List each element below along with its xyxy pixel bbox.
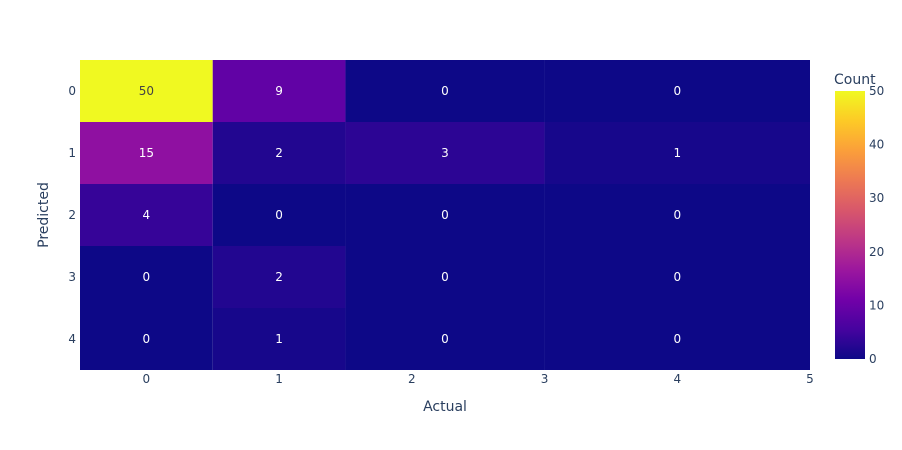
cell-value-label: 2 (275, 270, 283, 284)
colorbar-tick-label: 0 (869, 352, 877, 366)
heatmap-cell (80, 60, 213, 122)
heatmap-cell (212, 308, 346, 370)
y-axis-ticks: 0 1 2 3 4 (68, 84, 76, 346)
heatmap-cell (80, 308, 213, 370)
cell-value-label: 0 (673, 84, 681, 98)
cell-value-label: 0 (143, 270, 151, 284)
x-axis-title: Actual (423, 399, 467, 415)
colorbar-title: Count (834, 72, 876, 88)
cell-value-label: 0 (441, 270, 449, 284)
heatmap-cell (80, 246, 213, 308)
cell-value-label: 0 (673, 332, 681, 346)
heatmap-cell (544, 246, 810, 308)
heatmap-cell (80, 122, 213, 184)
x-tick-label: 5 (806, 372, 814, 386)
cell-value-label: 0 (673, 208, 681, 222)
heatmap-cell (80, 184, 213, 246)
cell-value-label: 0 (441, 208, 449, 222)
x-tick-label: 3 (541, 372, 549, 386)
heatmap-cell (544, 122, 810, 184)
cell-value-label: 0 (143, 332, 151, 346)
heatmap-cell (544, 308, 810, 370)
heatmap-cell (345, 246, 545, 308)
heatmap-cell (212, 246, 346, 308)
cell-value-label: 1 (673, 146, 681, 160)
cell-value-label: 50 (139, 84, 154, 98)
x-tick-label: 4 (673, 372, 681, 386)
y-tick-label: 2 (68, 208, 76, 222)
heatmap-cell (212, 60, 346, 122)
heatmap-cell (544, 60, 810, 122)
cell-value-label: 4 (143, 208, 151, 222)
colorbar-ticks: 0 10 20 30 40 50 (869, 84, 884, 366)
colorbar-tick-label: 50 (869, 84, 884, 98)
y-axis-title: Predicted (36, 182, 52, 248)
colorbar-tick-label: 10 (869, 298, 884, 312)
heatmap-cell (345, 60, 545, 122)
x-tick-label: 2 (408, 372, 416, 386)
heatmap-cell (212, 184, 346, 246)
cell-value-label: 0 (673, 270, 681, 284)
colorbar (835, 91, 865, 359)
colorbar-tick-label: 40 (869, 138, 884, 152)
cell-value-label: 0 (441, 84, 449, 98)
y-tick-label: 0 (68, 84, 76, 98)
cell-value-label: 1 (275, 332, 283, 346)
heatmap-cell (544, 184, 810, 246)
heatmap-cell (345, 122, 545, 184)
heatmap-cell (212, 122, 346, 184)
cell-value-label: 9 (275, 84, 283, 98)
cell-labels: 50 9 0 0 15 2 3 1 4 0 0 0 0 2 0 0 0 1 0 0 (139, 84, 681, 346)
y-tick-label: 3 (68, 270, 76, 284)
colorbar-tick-label: 30 (869, 191, 884, 205)
x-tick-label: 1 (275, 372, 283, 386)
cell-value-label: 15 (139, 146, 154, 160)
cell-value-label: 2 (275, 146, 283, 160)
cell-value-label: 0 (275, 208, 283, 222)
heatmap-cells (80, 60, 810, 370)
y-tick-label: 1 (68, 146, 76, 160)
colorbar-tick-label: 20 (869, 245, 884, 259)
cell-value-label: 0 (441, 332, 449, 346)
heatmap-cell (345, 308, 545, 370)
x-axis-ticks: 0 1 2 3 4 5 (143, 372, 814, 386)
x-tick-label: 0 (143, 372, 151, 386)
heatmap-cell (345, 184, 545, 246)
cell-value-label: 3 (441, 146, 449, 160)
y-tick-label: 4 (68, 332, 76, 346)
